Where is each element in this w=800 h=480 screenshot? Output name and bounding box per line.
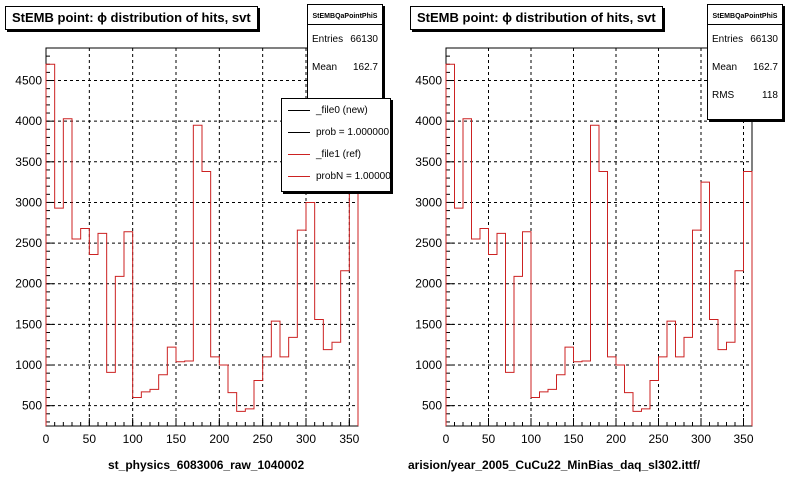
y-tick-label: 2500 [15,236,42,250]
legend-label: prob = 1.000000 [316,126,390,138]
legend-entry-file0: _file0 (new) [282,99,390,121]
stats-mean-row: Mean 162.7 [708,53,782,81]
y-tick-label: 2000 [415,277,442,291]
legend-label: _file0 (new) [316,104,368,116]
y-tick-label: 2500 [415,236,442,250]
y-tick-label: 2000 [15,277,42,291]
stats-entries-value: 66130 [750,33,778,45]
x-tick-label: 350 [339,432,359,446]
stats-mean-label: Mean [712,61,738,73]
stats-mean-row: Mean 162.7 [308,53,382,81]
y-tick-label: 4000 [415,114,442,128]
x-axis-file-label-right: arision/year_2005_CuCu22_MinBias_daq_sl3… [408,458,701,472]
y-tick-label: 3500 [415,155,442,169]
y-tick-label: 1000 [15,358,42,372]
x-tick-label: 200 [209,432,229,446]
stats-entries-label: Entries [712,33,744,45]
stats-rms-row: RMS 118 [708,81,782,109]
x-tick-label: 250 [648,432,668,446]
histogram-title-left: StEMB point: ϕ distribution of hits, svt [5,6,258,30]
x-tick-label: 150 [166,432,186,446]
y-tick-label: 3000 [415,195,442,209]
x-tick-label: 50 [83,432,97,446]
stats-rms-label: RMS [712,89,735,101]
x-tick-label: 200 [606,432,626,446]
legend-line-red [288,175,310,177]
y-tick-label: 500 [22,399,42,413]
x-tick-label: 300 [296,432,316,446]
x-tick-label: 100 [521,432,541,446]
legend-entry-prob: prob = 1.000000 [282,121,390,143]
x-axis-file-label-left: st_physics_6083006_raw_1040002 [108,458,305,472]
y-tick-label: 3000 [15,195,42,209]
stats-box-left: StEMBQaPointPhiS Entries 66130 Mean 162.… [307,4,383,116]
y-tick-label: 4000 [15,114,42,128]
x-tick-label: 250 [253,432,273,446]
legend-label: _file1 (ref) [316,148,362,160]
x-tick-label: 300 [691,432,711,446]
y-tick-label: 1500 [15,317,42,331]
stats-histogram-name: StEMBQaPointPhiS [708,5,782,25]
y-tick-label: 1500 [415,317,442,331]
legend-line-black [288,109,310,111]
legend-box: _file0 (new) prob = 1.000000 _file1 (ref… [281,98,391,192]
stats-rms-value: 118 [762,89,778,101]
legend-line-red [288,153,310,155]
histogram-title-right: StEMB point: ϕ distribution of hits, svt [410,6,663,30]
stats-mean-value: 162.7 [352,61,378,73]
legend-line-black [288,131,310,133]
x-tick-label: 150 [563,432,583,446]
stats-entries-row: Entries 66130 [708,25,782,53]
y-tick-label: 4500 [15,74,42,88]
x-tick-label: 100 [123,432,143,446]
stats-histogram-name: StEMBQaPointPhiS [308,5,382,25]
stats-mean-value: 162.7 [752,61,778,73]
x-tick-label: 350 [733,432,753,446]
stats-entries-value: 66130 [350,33,378,45]
x-tick-label: 0 [443,432,450,446]
stats-box-right: StEMBQaPointPhiS Entries 66130 Mean 162.… [707,4,783,120]
legend-entry-probn: probN = 1.000000 [282,165,390,187]
stats-mean-label: Mean [312,61,338,73]
legend-entry-file1: _file1 (ref) [282,143,390,165]
y-tick-label: 1000 [415,358,442,372]
legend-label: probN = 1.000000 [316,170,391,182]
stats-entries-row: Entries 66130 [308,25,382,53]
histogram-series-right [445,63,753,426]
x-tick-label: 50 [482,432,496,446]
histogram-series-left [45,63,359,426]
y-tick-label: 4500 [415,74,442,88]
y-tick-label: 500 [422,399,442,413]
stats-entries-label: Entries [312,33,344,45]
y-tick-label: 3500 [15,155,42,169]
x-tick-label: 0 [43,432,50,446]
